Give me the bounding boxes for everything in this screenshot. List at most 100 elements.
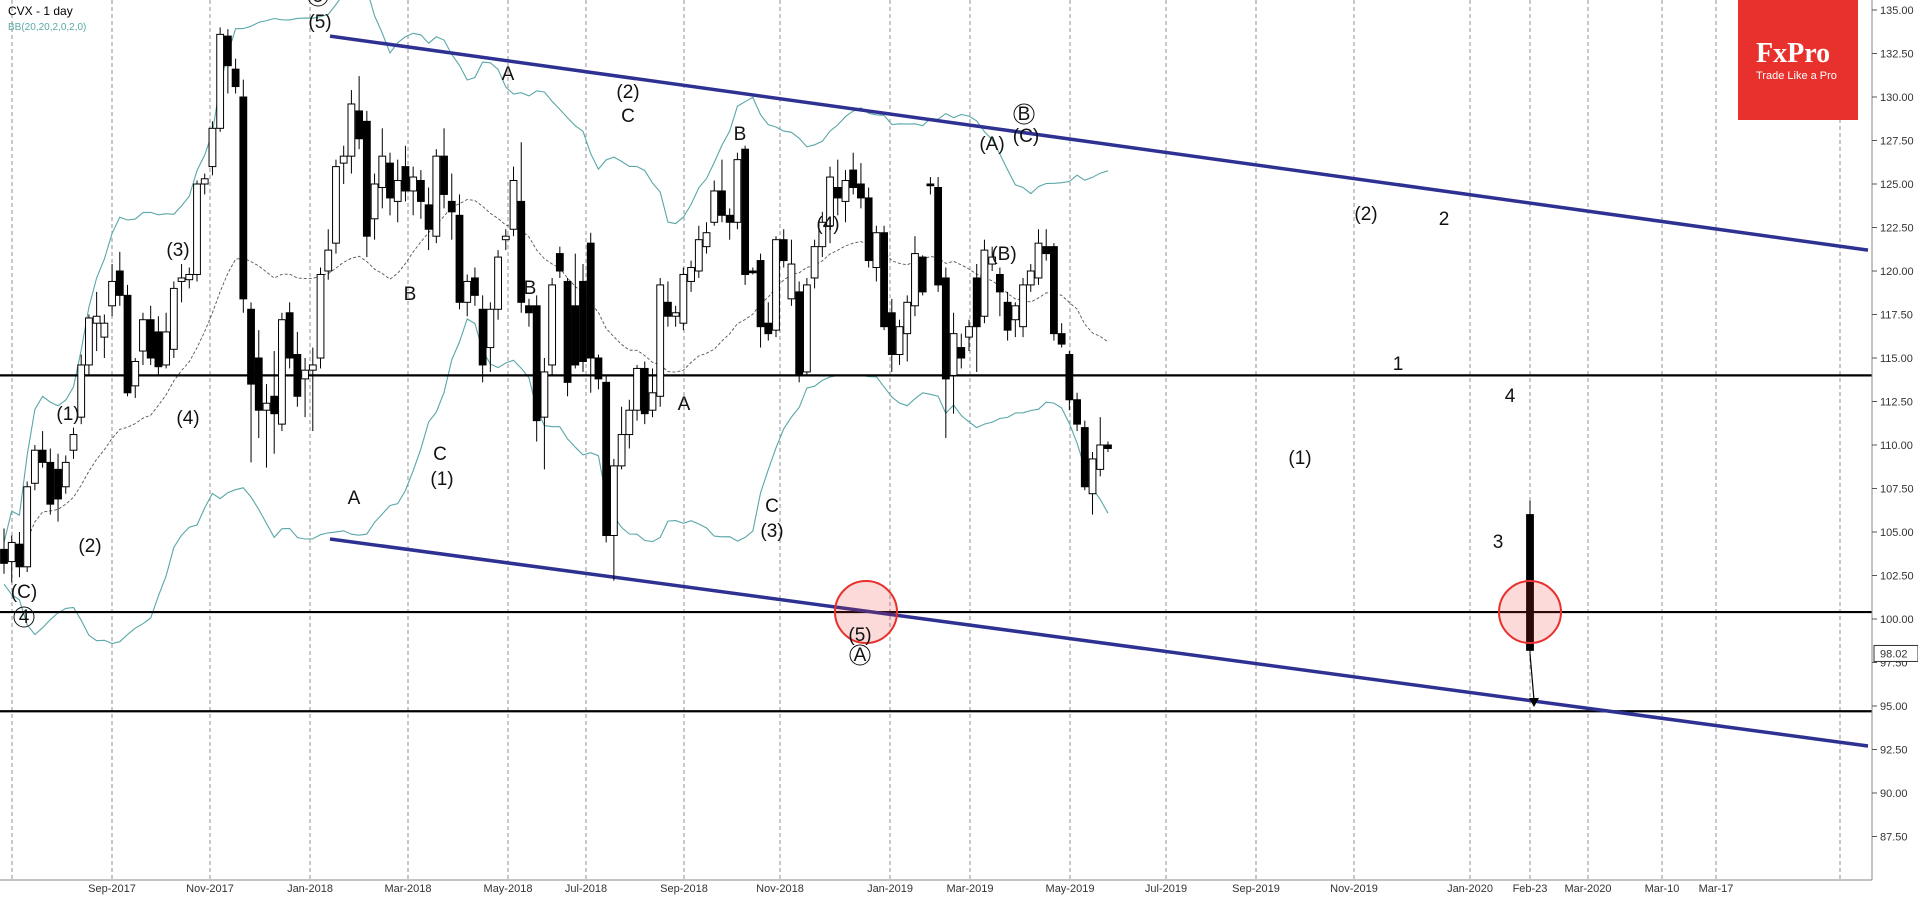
- candle: [517, 142, 526, 313]
- candle-body-down: [54, 468, 62, 500]
- candle-body-up: [177, 277, 186, 282]
- candle: [1088, 451, 1097, 515]
- candle: [185, 267, 194, 289]
- candle: [1104, 441, 1112, 452]
- highlight-circle: [834, 580, 898, 645]
- wave-label: (4): [176, 408, 199, 429]
- wave-label: (3): [166, 240, 189, 261]
- candle: [139, 312, 147, 365]
- candle-body-up: [671, 312, 680, 317]
- candle-body-down: [146, 319, 155, 359]
- candle: [934, 177, 943, 292]
- y-tick-label: 95.00: [1880, 701, 1908, 713]
- candle-body-up: [108, 280, 116, 307]
- y-tick-label: 107.50: [1880, 484, 1914, 496]
- x-tick-label: Sep-2017: [88, 883, 136, 895]
- x-tick-label: Jan-2018: [287, 883, 333, 895]
- candle-body-down: [918, 256, 927, 293]
- candle-body-up: [1026, 270, 1035, 286]
- candle-body-down: [293, 354, 302, 397]
- candle-body-down: [455, 214, 464, 303]
- candle: [223, 29, 232, 94]
- candle: [115, 251, 124, 306]
- candle: [656, 277, 665, 407]
- candle-body-down: [995, 273, 1004, 293]
- y-tick-label: 102.50: [1880, 571, 1914, 583]
- y-tick-label: 135.00: [1880, 5, 1914, 17]
- candle: [463, 274, 472, 317]
- candle-body-down: [270, 395, 279, 415]
- wave-label: (B): [991, 244, 1016, 265]
- candle: [108, 264, 116, 317]
- candle-body-up: [980, 249, 989, 317]
- bollinger-lower: [3, 318, 1109, 645]
- candle-body-down: [586, 242, 595, 359]
- candle-body-up: [687, 267, 695, 282]
- candle: [548, 277, 557, 376]
- candle: [918, 255, 927, 296]
- candle-body-down: [154, 331, 163, 368]
- candle-body-up: [810, 246, 819, 279]
- candle-body-up: [501, 235, 510, 241]
- candle: [30, 445, 39, 491]
- candle: [988, 246, 997, 271]
- candle: [911, 236, 919, 317]
- candle-body-up: [617, 434, 626, 467]
- candle: [679, 267, 688, 331]
- candle: [154, 316, 163, 376]
- candle: [416, 170, 425, 219]
- candle-body-down: [1080, 427, 1089, 488]
- candle: [864, 187, 873, 268]
- wave-label: C: [621, 106, 635, 127]
- candle-body-down: [756, 260, 765, 328]
- candle: [169, 281, 178, 358]
- candle: [285, 302, 294, 369]
- candle-body-down: [602, 381, 611, 536]
- candle-body-up: [200, 178, 209, 185]
- candle: [486, 302, 495, 372]
- candle: [193, 180, 201, 282]
- candle: [254, 330, 263, 439]
- candle: [208, 121, 217, 176]
- candle: [1080, 420, 1089, 491]
- candle-body-up: [339, 155, 348, 164]
- candle-body-up: [818, 221, 827, 248]
- candle: [972, 264, 981, 372]
- candle-body-down: [957, 347, 966, 359]
- candle: [447, 173, 456, 240]
- candle-body-up: [61, 461, 70, 488]
- candle-body-up: [949, 333, 958, 376]
- wave-label: (2): [616, 82, 639, 103]
- candle: [563, 277, 572, 397]
- candle-body-down: [571, 305, 580, 366]
- candle-body-down: [15, 543, 24, 568]
- candle-body-down: [1065, 354, 1074, 401]
- candle-body-up: [625, 409, 634, 436]
- wave-label: (C): [11, 582, 37, 603]
- candle: [980, 239, 989, 324]
- candle-body-down: [934, 186, 943, 286]
- candle-body-up: [702, 232, 711, 248]
- x-tick-label: Nov-2017: [186, 883, 234, 895]
- candle-body-up: [1088, 458, 1097, 495]
- candle: [718, 159, 726, 223]
- candle-body-down: [857, 183, 865, 199]
- brand-tagline: Trade Like a Pro: [1756, 70, 1837, 82]
- candle-body-down: [478, 308, 487, 366]
- candle: [347, 90, 356, 174]
- x-tick-label: Jan-2019: [867, 883, 913, 895]
- candle: [880, 225, 888, 331]
- candle: [409, 166, 418, 216]
- horizontal-levels: [0, 374, 1872, 713]
- x-tick-label: May-2018: [484, 883, 533, 895]
- candle-body-up: [409, 176, 418, 192]
- candle-body-up: [193, 183, 201, 275]
- candle-body-up: [139, 319, 147, 352]
- candle: [501, 229, 510, 251]
- candle: [278, 312, 286, 432]
- candle: [949, 312, 958, 414]
- candle: [818, 211, 827, 258]
- candle-body-down: [355, 110, 364, 140]
- candle: [687, 260, 695, 292]
